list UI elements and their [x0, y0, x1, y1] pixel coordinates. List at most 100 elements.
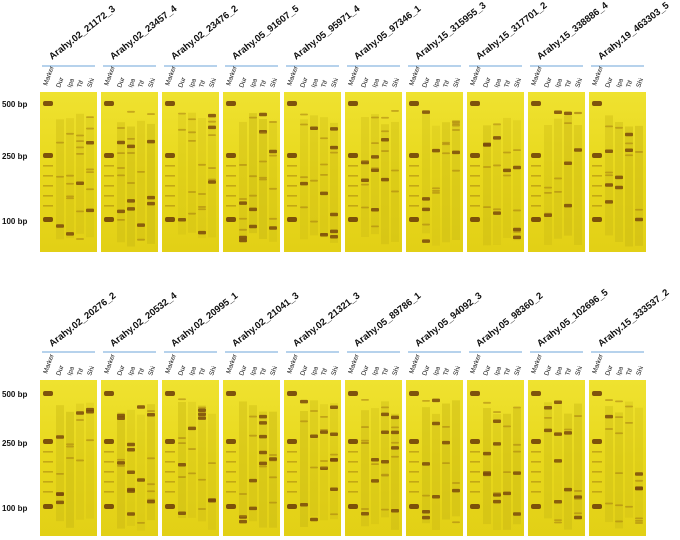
lane-smear — [361, 410, 369, 527]
lane-label-shi: Shi — [147, 77, 157, 88]
dna-band — [381, 177, 389, 182]
lane-label-tif: Tif — [625, 80, 634, 89]
dna-band — [249, 434, 257, 437]
lane-label-marker: Marker — [225, 65, 239, 87]
lane-smear — [493, 414, 501, 531]
dna-band — [249, 207, 257, 212]
dna-band — [544, 417, 552, 419]
dna-band — [605, 183, 613, 187]
dna-band — [615, 416, 623, 419]
dna-band — [127, 447, 135, 452]
dna-band — [615, 520, 623, 523]
dna-band — [239, 217, 247, 220]
dna-band — [249, 415, 257, 418]
dna-band — [452, 123, 460, 126]
marker-faint-band — [104, 481, 114, 483]
dna-band — [66, 132, 74, 135]
lane-smear — [239, 401, 247, 518]
dna-band — [635, 486, 643, 490]
lane-label-tif: Tif — [381, 368, 390, 377]
dna-band — [371, 142, 379, 145]
lane-label-shi: Shi — [513, 365, 523, 376]
dna-band — [422, 515, 430, 520]
dna-band — [117, 416, 125, 420]
dna-band — [269, 149, 277, 154]
dna-band — [86, 127, 94, 130]
dna-band — [56, 500, 64, 505]
gel-background — [345, 92, 402, 252]
lane-label-marker: Marker — [469, 65, 483, 87]
marker-band — [470, 153, 480, 158]
lane-label-marker: Marker — [347, 65, 361, 87]
marker-band — [165, 217, 175, 222]
size-ladder-row-2: 500 bp 250 bp 100 bp — [2, 390, 27, 513]
lane-smear — [208, 117, 216, 238]
lane-smear — [564, 413, 572, 530]
marker-faint-band — [226, 175, 236, 177]
lane-label-shi: Shi — [86, 365, 96, 376]
lane-label-tif: Tif — [76, 80, 85, 89]
marker-faint-band — [104, 471, 114, 473]
lane-smear — [66, 411, 74, 528]
lane-smear — [381, 124, 389, 245]
dna-band — [422, 494, 430, 497]
marker-faint-band — [531, 491, 541, 493]
dna-band — [574, 148, 582, 152]
marker-band — [409, 439, 419, 444]
dna-band — [127, 512, 135, 516]
lane-label-shi: Shi — [452, 365, 462, 376]
dna-band — [76, 411, 84, 415]
lane-smear — [605, 406, 613, 523]
lane-label-ipa: Ipa — [310, 77, 320, 88]
dna-band — [320, 466, 328, 469]
marker-faint-band — [348, 491, 358, 493]
dna-band — [259, 450, 267, 455]
lane-smear — [300, 411, 308, 528]
marker-faint-band — [104, 165, 114, 167]
dna-band — [117, 413, 125, 418]
gel-background — [406, 92, 463, 252]
dna-band — [208, 125, 216, 130]
dna-band — [391, 455, 399, 458]
dna-band — [391, 415, 399, 420]
dna-band — [137, 170, 145, 173]
lane-label-tif: Tif — [625, 368, 634, 377]
dna-band — [371, 168, 379, 172]
dna-band — [442, 152, 450, 155]
dna-band — [493, 419, 501, 424]
marker-faint-band — [165, 451, 175, 453]
dna-band — [361, 512, 369, 516]
dna-band — [76, 146, 84, 149]
dna-band — [432, 148, 440, 153]
dna-band — [432, 191, 440, 194]
dna-band — [564, 428, 572, 431]
dna-band — [127, 199, 135, 203]
dna-band — [208, 498, 216, 502]
marker-band — [43, 439, 53, 444]
marker-faint-band — [43, 491, 53, 493]
marker-faint-band — [226, 451, 236, 453]
dna-band — [625, 405, 633, 408]
dna-band — [422, 399, 430, 402]
lane-label-dur: Dur — [177, 76, 187, 89]
lane-smear — [422, 113, 430, 234]
dna-band — [259, 112, 267, 117]
lane-smear — [635, 407, 643, 524]
dna-band — [554, 519, 562, 522]
marker-faint-band — [104, 205, 114, 207]
dna-band — [127, 207, 135, 211]
dna-band — [56, 141, 64, 144]
dna-band — [371, 479, 379, 483]
lane-label-ipa: Ipa — [310, 365, 320, 376]
dna-band — [513, 235, 521, 240]
marker-band — [287, 217, 297, 222]
dna-band — [625, 154, 633, 157]
marker-faint-band — [104, 175, 114, 177]
lane-smear — [56, 119, 64, 240]
dna-band — [513, 406, 521, 409]
marker-faint-band — [592, 461, 602, 463]
lane-smear — [513, 408, 521, 525]
marker-faint-band — [43, 481, 53, 483]
marker-faint-band — [165, 491, 175, 493]
